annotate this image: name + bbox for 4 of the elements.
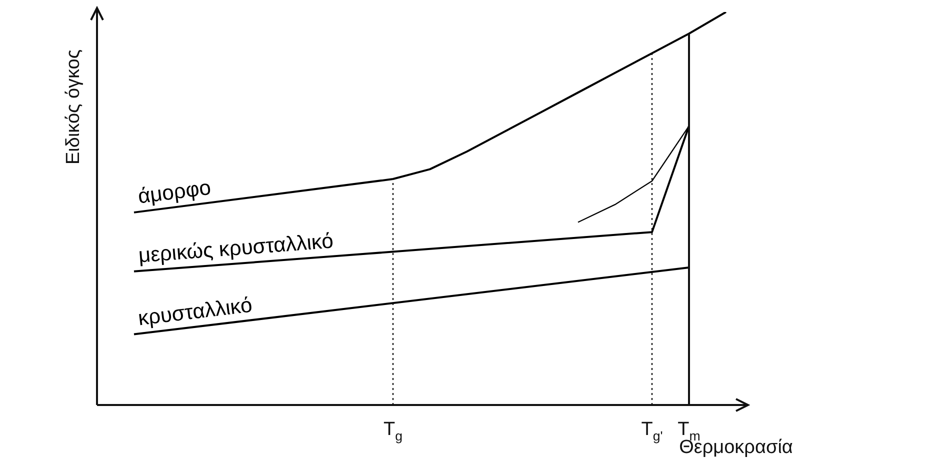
series-label: μερικώς κρυσταλλικό	[138, 230, 334, 268]
text: κρυσταλλικό	[136, 294, 254, 330]
y-axis-title: Ειδικός όγκος	[63, 49, 84, 165]
text: άμορφο	[136, 176, 212, 208]
